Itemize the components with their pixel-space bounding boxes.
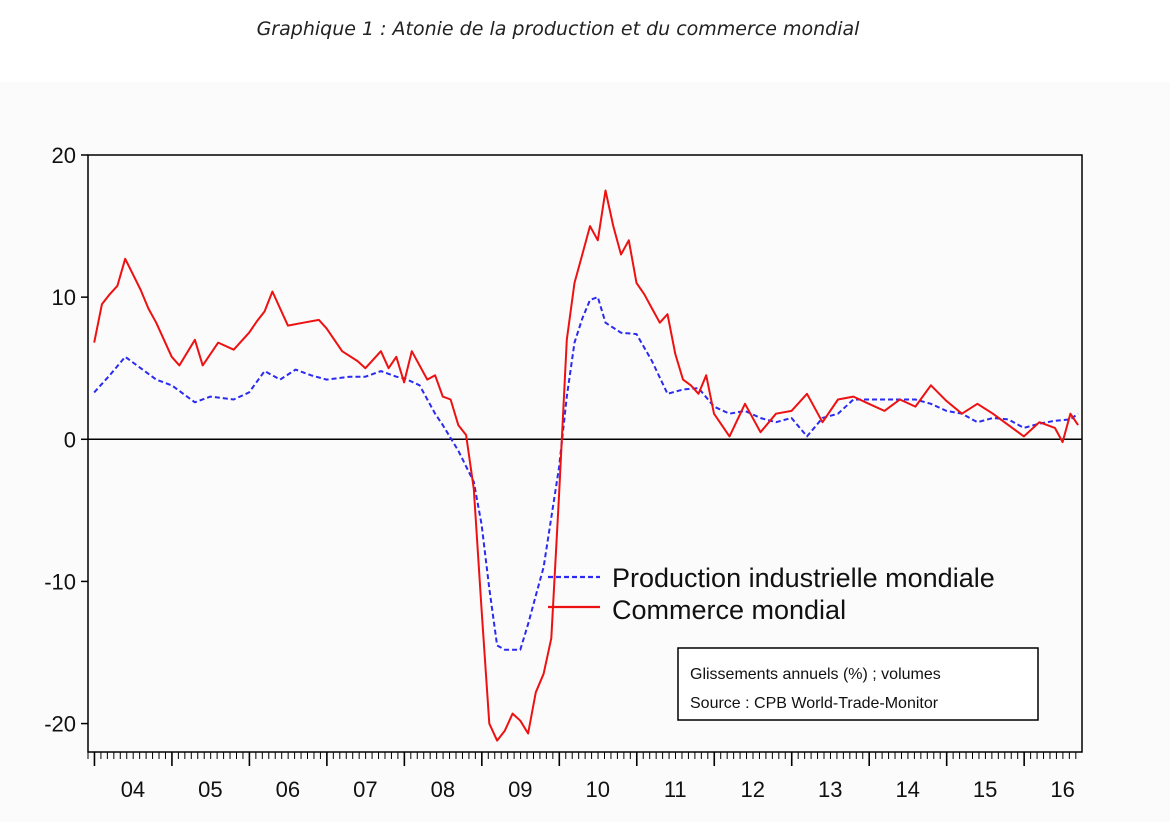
x-tick-label: 07	[353, 777, 377, 802]
x-tick-label: 15	[973, 777, 997, 802]
x-tick-label: 16	[1050, 777, 1074, 802]
chart-canvas: 20 10 0 -10 -20 04 05 06 07 08 09 10 11 12 13 14 15 16 Pr…	[44, 143, 1083, 802]
axes-layer: 20 10 0 -10 -20 04 05 06 07 08 09 10 11 12 13 14 15 16	[44, 143, 1083, 802]
series-line-production	[93, 296, 1079, 651]
series-line-commerce	[93, 189, 1079, 742]
x-tick-label: 12	[740, 777, 764, 802]
y-tick-label: -10	[44, 569, 76, 594]
x-tick-label: 05	[198, 777, 222, 802]
x-tick-label: 14	[895, 777, 919, 802]
note-line-source: Source : CPB World-Trade-Monitor	[690, 695, 939, 712]
x-tick-label: 11	[664, 777, 687, 802]
figure-caption: Graphique 1 : Atonie de la production et…	[256, 18, 860, 40]
x-tick-label: 10	[586, 777, 610, 802]
x-tick-label: 08	[431, 777, 455, 802]
x-tick-label: 06	[276, 777, 300, 802]
x-tick-label: 04	[121, 777, 145, 802]
x-tick-label: 09	[508, 777, 532, 802]
y-tick-label: -20	[44, 712, 76, 737]
note-box: Glissements annuels (%) ; volumes Source…	[677, 647, 1039, 721]
note-box-frame	[677, 647, 1039, 721]
series-layer	[93, 189, 1079, 742]
x-tick-label: 13	[818, 777, 842, 802]
legend-label-production: Production industrielle mondiale	[612, 563, 995, 593]
note-line-units: Glissements annuels (%) ; volumes	[690, 666, 941, 683]
y-tick-label: 10	[52, 285, 76, 310]
legend: Production industrielle mondiale Commerc…	[548, 563, 995, 625]
chart-panel: 20 10 0 -10 -20 04 05 06 07 08 09 10 11 12 13 14 15 16 Pr…	[0, 82, 1170, 822]
y-tick-label: 0	[64, 427, 76, 452]
y-tick-label: 20	[52, 143, 76, 168]
legend-label-commerce: Commerce mondial	[612, 595, 846, 625]
